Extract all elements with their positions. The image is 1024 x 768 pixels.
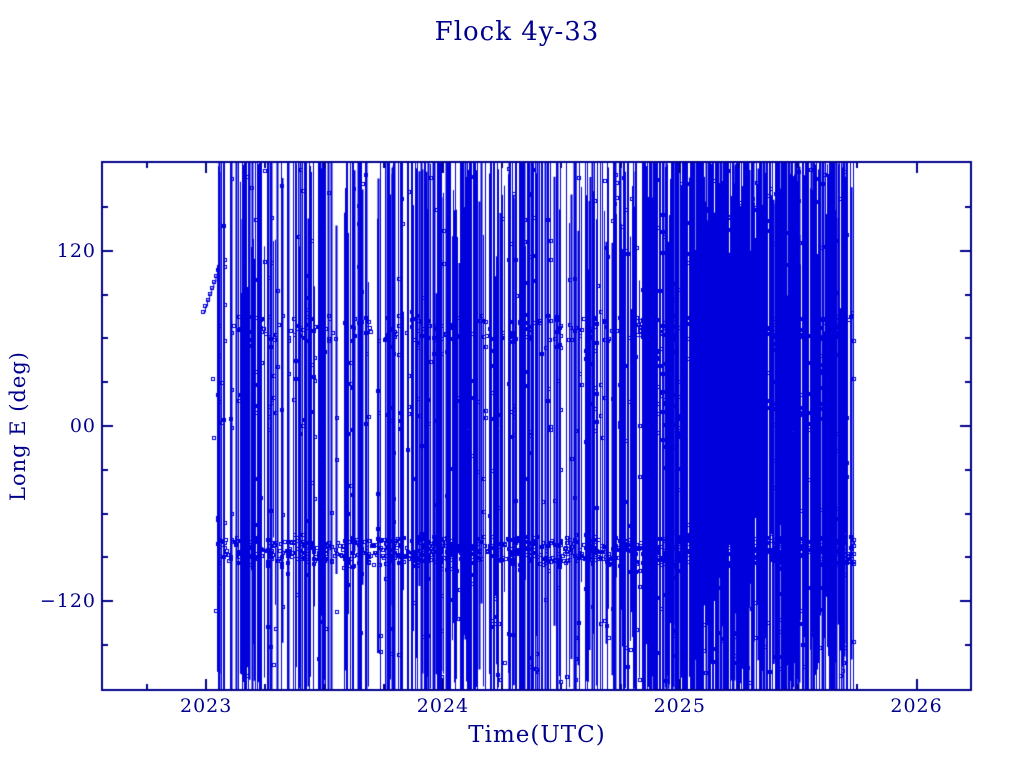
y-tick-label: −120 [39, 590, 96, 613]
x-tick-label: 2025 [653, 695, 706, 717]
x-tick-label: 2023 [179, 695, 233, 717]
y-tick-label: 00 [69, 415, 96, 437]
x-axis-label: Time(UTC) [468, 722, 606, 748]
y-axis-label: Long E (deg) [6, 351, 30, 501]
chart-title: Flock 4y-33 [434, 17, 600, 47]
x-tick-label: 2026 [890, 695, 943, 717]
x-tick-label: 2024 [416, 695, 470, 717]
y-tick-label: 120 [56, 239, 96, 262]
